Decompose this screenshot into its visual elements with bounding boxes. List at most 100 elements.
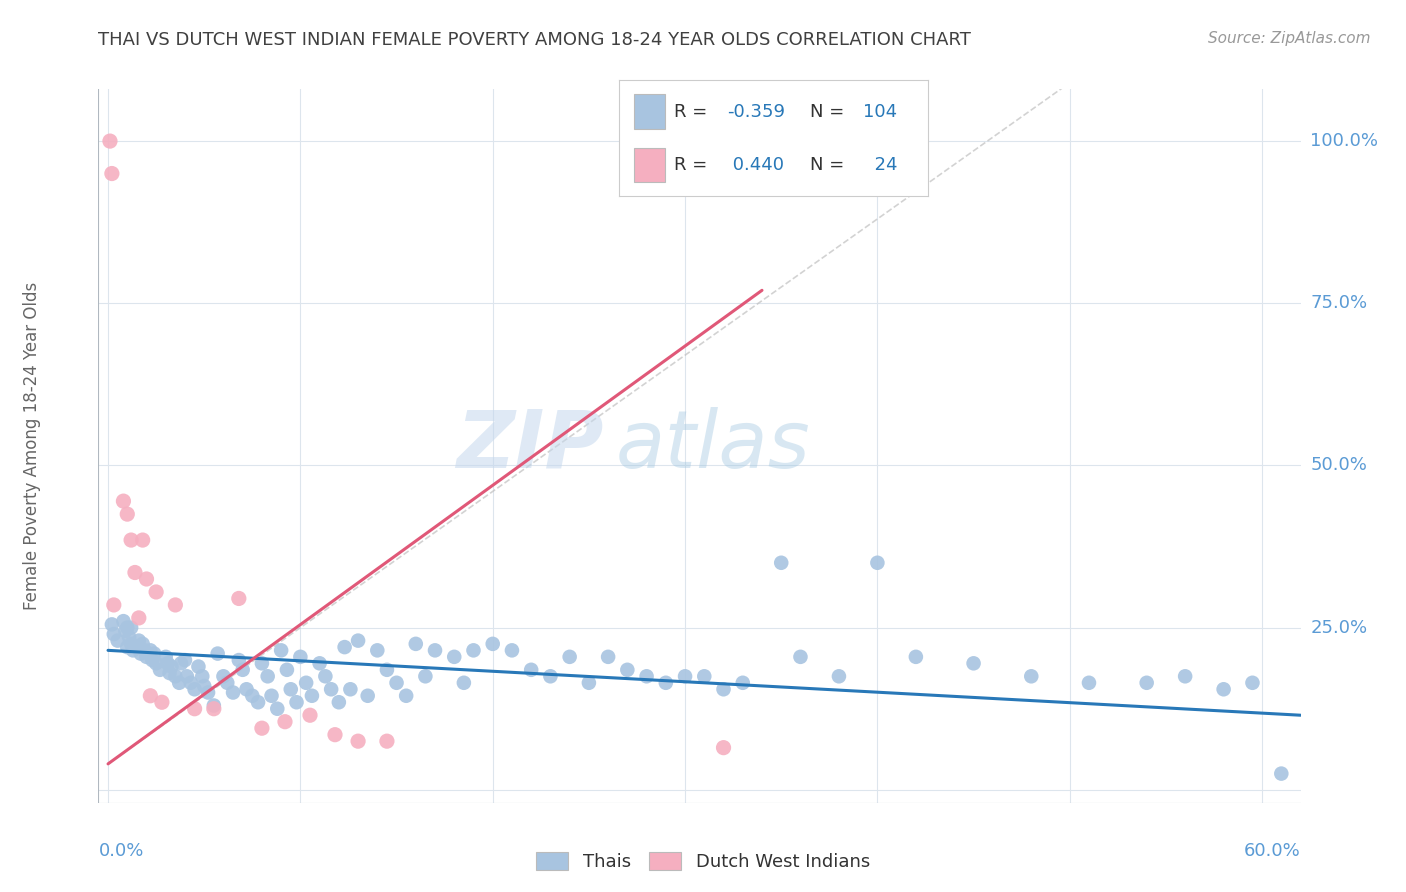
Point — [240, 689, 263, 703]
Point — [250, 657, 273, 671]
Point — [165, 598, 187, 612]
Text: 50.0%: 50.0% — [1310, 457, 1367, 475]
Point — [170, 657, 193, 671]
Point — [655, 675, 678, 690]
Point — [212, 669, 235, 683]
Point — [713, 740, 735, 755]
Point — [290, 649, 312, 664]
Point — [308, 657, 330, 671]
Point — [207, 647, 229, 661]
Point — [357, 689, 380, 703]
Point — [423, 643, 446, 657]
Point — [333, 640, 356, 654]
Point — [193, 679, 215, 693]
Point — [270, 643, 292, 657]
Point — [112, 614, 135, 628]
Point — [122, 643, 145, 657]
Point — [247, 695, 270, 709]
Point — [114, 624, 136, 638]
Point — [347, 734, 370, 748]
FancyBboxPatch shape — [634, 147, 665, 182]
Point — [366, 643, 388, 657]
Point — [228, 653, 250, 667]
Point — [120, 637, 142, 651]
Point — [405, 637, 427, 651]
Point — [118, 631, 141, 645]
Point — [149, 663, 172, 677]
Point — [1078, 675, 1101, 690]
Text: 25.0%: 25.0% — [1310, 619, 1367, 637]
Point — [323, 728, 346, 742]
Point — [789, 649, 811, 664]
Point — [1136, 675, 1159, 690]
Point — [191, 669, 214, 683]
Point — [385, 675, 408, 690]
Point — [578, 675, 600, 690]
Point — [141, 653, 163, 667]
Point — [395, 689, 418, 703]
Point — [285, 695, 308, 709]
Point — [598, 649, 620, 664]
Legend: Thais, Dutch West Indians: Thais, Dutch West Indians — [529, 846, 877, 879]
Point — [143, 647, 166, 661]
Text: 100.0%: 100.0% — [1310, 132, 1378, 150]
Point — [117, 507, 139, 521]
Point — [120, 621, 142, 635]
Point — [101, 167, 124, 181]
Point — [145, 657, 167, 671]
Point — [828, 669, 851, 683]
Point — [176, 669, 198, 683]
Point — [228, 591, 250, 606]
Point — [866, 556, 889, 570]
Point — [232, 663, 254, 677]
Point — [131, 637, 153, 651]
Point — [129, 647, 152, 661]
Point — [463, 643, 485, 657]
Point — [1019, 669, 1042, 683]
Point — [235, 682, 257, 697]
Point — [1212, 682, 1234, 697]
Point — [415, 669, 437, 683]
Point — [314, 669, 336, 683]
Point — [155, 649, 177, 664]
Point — [904, 649, 927, 664]
Text: 0.440: 0.440 — [727, 156, 785, 174]
Point — [117, 621, 139, 635]
Point — [1241, 675, 1264, 690]
Point — [131, 533, 153, 547]
Point — [693, 669, 716, 683]
Point — [156, 657, 179, 671]
Point — [165, 669, 187, 683]
Point — [139, 643, 162, 657]
Point — [174, 653, 197, 667]
Point — [124, 566, 146, 580]
Point — [187, 659, 209, 673]
Point — [713, 682, 735, 697]
Point — [150, 695, 173, 709]
Point — [280, 682, 302, 697]
Point — [112, 494, 135, 508]
Point — [202, 698, 225, 713]
Point — [128, 633, 150, 648]
Point — [375, 734, 398, 748]
Point — [1174, 669, 1197, 683]
Point — [167, 675, 190, 690]
Point — [103, 598, 125, 612]
Point — [673, 669, 696, 683]
Point — [375, 663, 398, 677]
Point — [135, 649, 157, 664]
Point — [636, 669, 658, 683]
Point — [538, 669, 561, 683]
Text: N =: N = — [810, 103, 851, 120]
Point — [217, 675, 239, 690]
Point — [962, 657, 984, 671]
Text: 0.0%: 0.0% — [98, 842, 143, 860]
FancyBboxPatch shape — [634, 95, 665, 129]
Point — [616, 663, 638, 677]
Point — [250, 721, 273, 735]
Point — [731, 675, 754, 690]
Point — [301, 689, 323, 703]
Point — [276, 663, 298, 677]
Point — [260, 689, 283, 703]
Point — [295, 675, 318, 690]
